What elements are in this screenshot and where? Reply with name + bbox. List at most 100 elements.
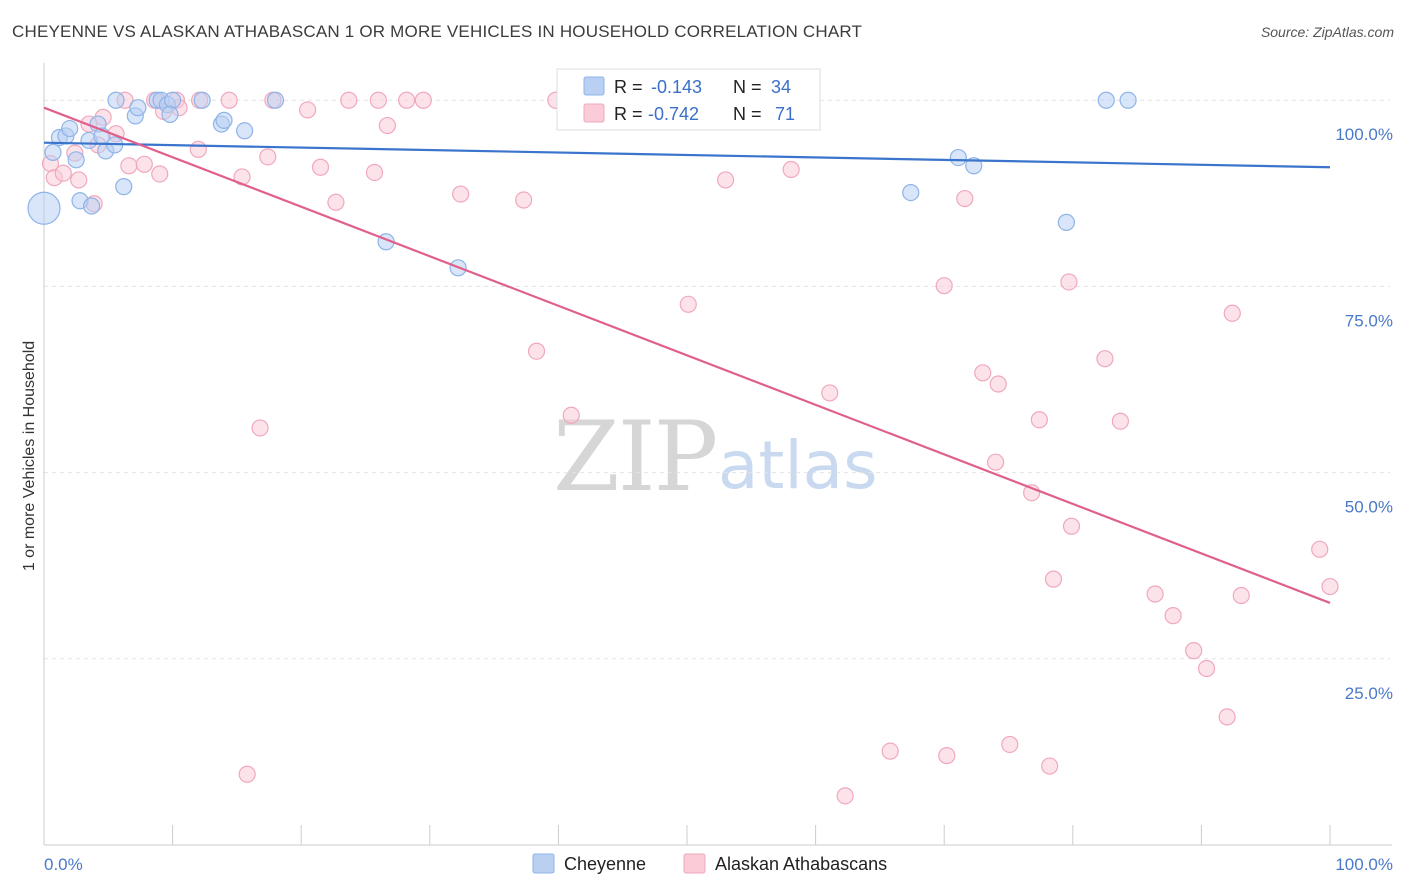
- point-cheyenne: [67, 151, 85, 169]
- trend-line-alaskan-athabascans: [43, 106, 1331, 604]
- legend-n-label-cheyenne: N =: [733, 77, 762, 97]
- point-alaskan-athabascans: [327, 193, 345, 211]
- legend-n-value-cheyenne: 34: [771, 77, 791, 97]
- series-legend-label-cheyenne: Cheyenne: [564, 854, 646, 874]
- series-legend-swatch-alaskan-athabascans: [683, 853, 706, 874]
- point-alaskan-athabascans: [1146, 585, 1164, 603]
- point-alaskan-athabascans: [311, 158, 330, 176]
- point-alaskan-athabascans: [340, 91, 358, 109]
- point-cheyenne: [1119, 91, 1137, 109]
- point-cheyenne: [1057, 213, 1075, 231]
- point-cheyenne: [115, 178, 133, 196]
- legend-swatch-cheyenne: [583, 76, 605, 96]
- point-cheyenne: [1097, 91, 1115, 109]
- x-tick-label-max: 100.0%: [1335, 855, 1393, 874]
- y-tick-label-50: 50.0%: [1345, 498, 1393, 517]
- point-alaskan-athabascans: [238, 765, 256, 783]
- point-alaskan-athabascans: [414, 91, 432, 109]
- point-cheyenne: [236, 122, 254, 140]
- point-alaskan-athabascans: [54, 164, 72, 182]
- point-alaskan-athabascans: [935, 277, 953, 295]
- point-alaskan-athabascans: [679, 295, 697, 313]
- legend-r-label-cheyenne: R =: [614, 77, 643, 97]
- point-alaskan-athabascans: [881, 742, 899, 760]
- legend-r-label-alaskan: R =: [614, 104, 643, 124]
- point-alaskan-athabascans: [189, 140, 207, 158]
- point-alaskan-athabascans: [1232, 586, 1250, 605]
- point-alaskan-athabascans: [299, 101, 317, 119]
- point-alaskan-athabascans: [1044, 570, 1063, 588]
- y-tick-label-25: 25.0%: [1345, 684, 1393, 703]
- watermark-zip: ZIP: [553, 401, 716, 513]
- point-alaskan-athabascans: [1185, 642, 1203, 660]
- point-alaskan-athabascans: [515, 191, 533, 209]
- point-alaskan-athabascans: [398, 91, 416, 109]
- series-legend: Cheyenne Alaskan Athabascans: [532, 853, 887, 874]
- point-alaskan-athabascans: [1223, 304, 1241, 322]
- point-cheyenne: [27, 191, 61, 225]
- x-tick-labels: 0.0% 100.0%: [44, 855, 1393, 874]
- y-tick-label-75: 75.0%: [1345, 311, 1393, 330]
- point-alaskan-athabascans: [527, 342, 546, 360]
- point-alaskan-athabascans: [1062, 517, 1081, 535]
- point-alaskan-athabascans: [1321, 577, 1339, 596]
- point-alaskan-athabascans: [251, 419, 269, 437]
- y-tick-label-100: 100.0%: [1335, 125, 1393, 144]
- point-cheyenne: [215, 111, 233, 129]
- point-alaskan-athabascans: [452, 185, 470, 203]
- point-alaskan-athabascans: [1041, 757, 1059, 775]
- point-alaskan-athabascans: [782, 160, 800, 179]
- point-alaskan-athabascans: [956, 189, 974, 208]
- point-alaskan-athabascans: [821, 384, 839, 402]
- stats-legend: R = -0.143 N = 34 R = -0.742 N = 71: [556, 68, 821, 131]
- legend-n-label-alaskan: N =: [733, 104, 762, 124]
- point-cheyenne: [107, 91, 125, 109]
- point-alaskan-athabascans: [1197, 659, 1216, 678]
- point-cheyenne: [129, 99, 147, 117]
- point-cheyenne: [266, 91, 285, 109]
- series-legend-swatch-cheyenne: [532, 853, 555, 874]
- point-alaskan-athabascans: [378, 116, 396, 135]
- point-alaskan-athabascans: [1164, 607, 1182, 625]
- point-alaskan-athabascans: [135, 155, 153, 173]
- point-alaskan-athabascans: [1111, 412, 1129, 430]
- y-tick-labels: 25.0% 50.0% 75.0% 100.0%: [1335, 125, 1393, 703]
- y-axis-label: 1 or more Vehicles in Household: [21, 341, 38, 571]
- point-alaskan-athabascans: [1096, 350, 1114, 368]
- chart-title: CHEYENNE VS ALASKAN ATHABASCAN 1 OR MORE…: [12, 22, 863, 41]
- point-alaskan-athabascans: [987, 453, 1005, 471]
- point-cheyenne: [949, 148, 967, 167]
- point-alaskan-athabascans: [562, 406, 580, 424]
- watermark-atlas: atlas: [718, 427, 878, 504]
- point-alaskan-athabascans: [365, 163, 384, 182]
- point-alaskan-athabascans: [70, 171, 88, 189]
- point-alaskan-athabascans: [938, 747, 956, 765]
- point-alaskan-athabascans: [259, 148, 277, 166]
- point-alaskan-athabascans: [151, 165, 169, 183]
- point-alaskan-athabascans: [1218, 708, 1236, 726]
- watermark: ZIP atlas: [553, 401, 878, 513]
- point-cheyenne: [965, 157, 983, 175]
- series-legend-label-alaskan-athabascans: Alaskan Athabascans: [715, 854, 887, 874]
- axes: [43, 63, 1392, 846]
- legend-n-value-alaskan: 71: [775, 104, 795, 124]
- point-alaskan-athabascans: [1001, 735, 1019, 754]
- point-alaskan-athabascans: [716, 171, 735, 189]
- point-cheyenne: [193, 91, 211, 109]
- point-cheyenne: [61, 119, 79, 138]
- point-cheyenne: [82, 197, 101, 215]
- point-cheyenne: [164, 91, 182, 109]
- legend-swatch-alaskan-athabascans: [583, 103, 605, 123]
- point-alaskan-athabascans: [220, 91, 238, 109]
- legend-r-value-alaskan: -0.742: [648, 104, 699, 124]
- point-alaskan-athabascans: [836, 787, 854, 805]
- chart-source: Source: ZipAtlas.com: [1260, 24, 1394, 40]
- point-alaskan-athabascans: [369, 91, 387, 109]
- legend-r-value-cheyenne: -0.143: [651, 77, 702, 97]
- point-cheyenne: [902, 183, 920, 202]
- trend-line-cheyenne: [43, 141, 1331, 169]
- point-cheyenne: [44, 143, 62, 161]
- trend-lines: [43, 106, 1331, 604]
- point-alaskan-athabascans: [120, 157, 138, 175]
